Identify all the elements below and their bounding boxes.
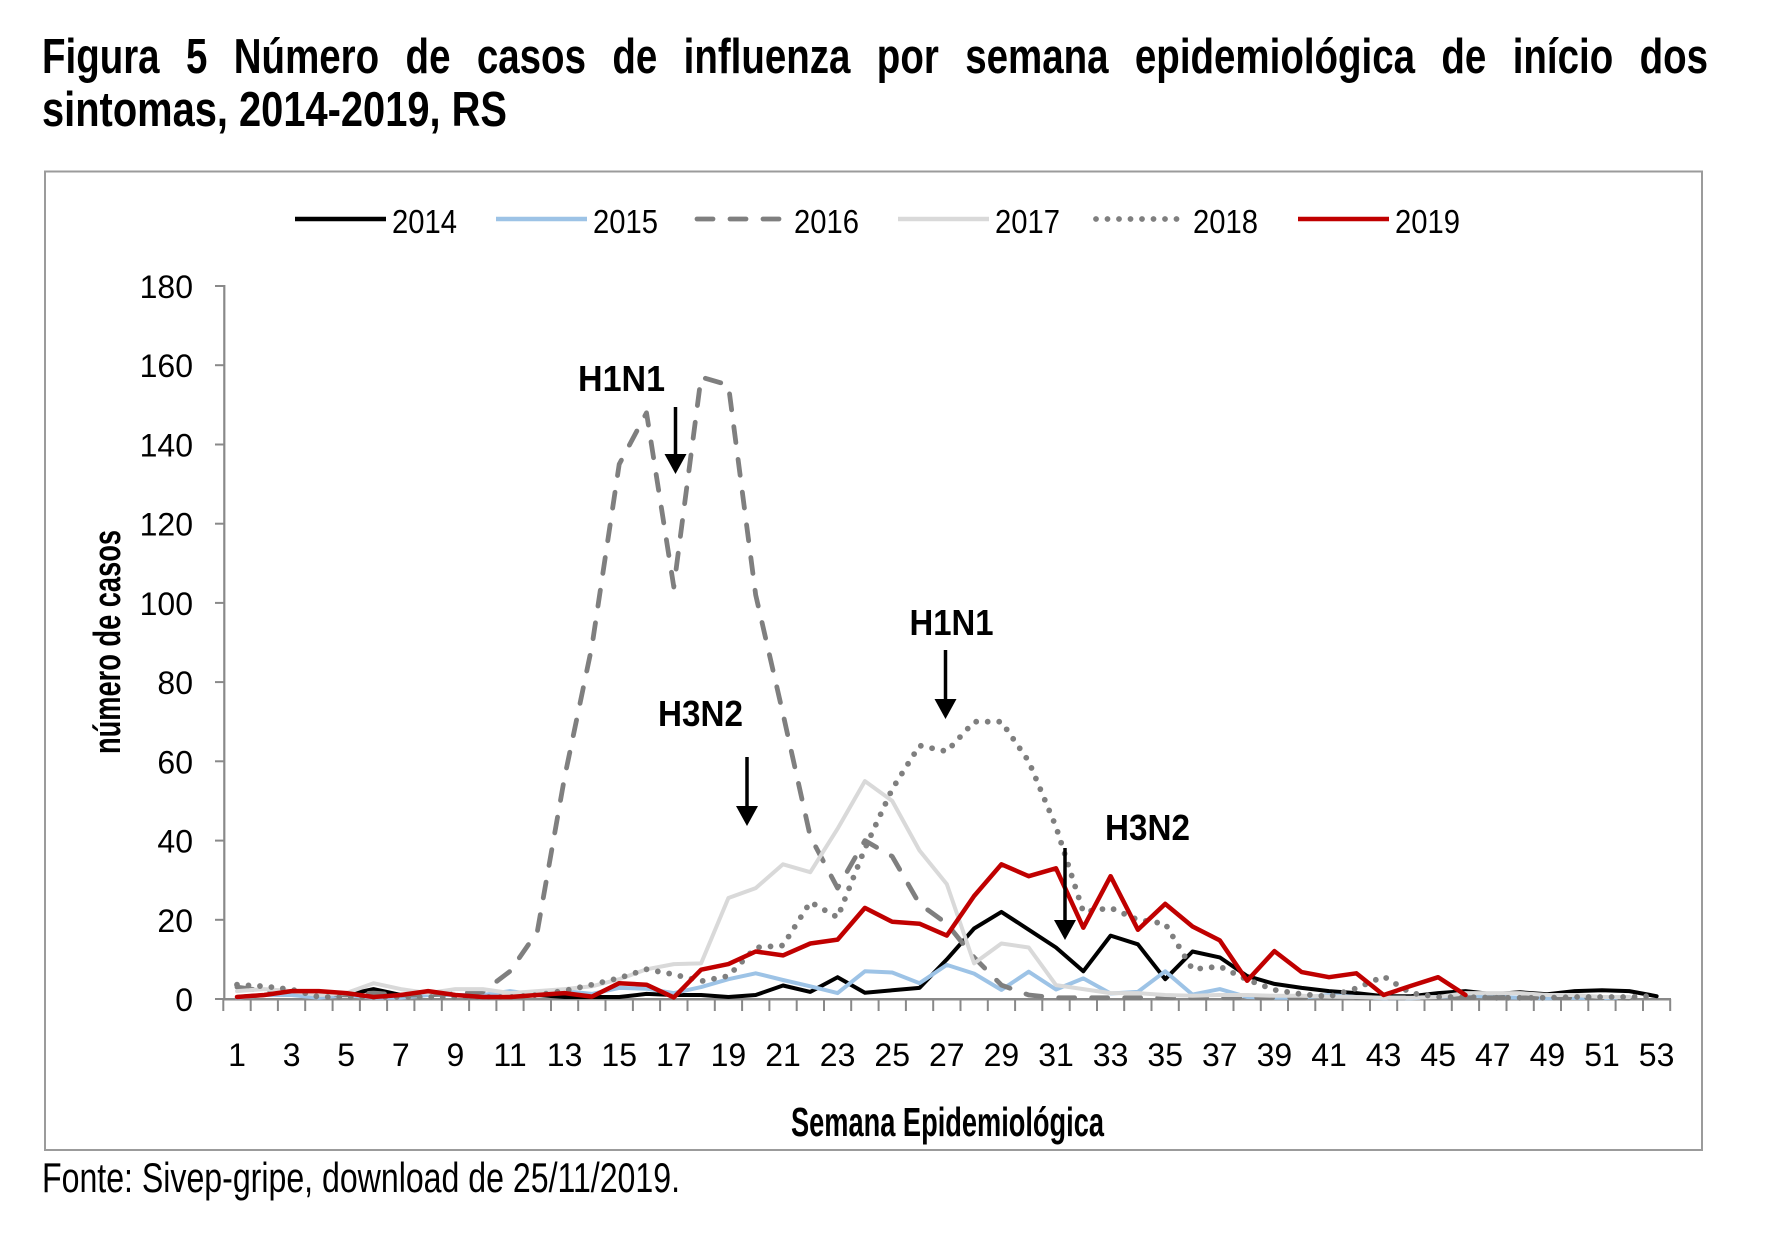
svg-text:2019: 2019 <box>1395 203 1460 240</box>
svg-text:7: 7 <box>392 1037 410 1073</box>
svg-text:43: 43 <box>1366 1037 1402 1073</box>
svg-text:5: 5 <box>337 1037 355 1073</box>
svg-text:11: 11 <box>493 1037 526 1073</box>
svg-text:180: 180 <box>140 269 193 305</box>
svg-text:20: 20 <box>157 903 193 939</box>
svg-text:9: 9 <box>447 1037 465 1073</box>
svg-text:40: 40 <box>157 824 193 860</box>
svg-text:100: 100 <box>140 586 193 622</box>
svg-text:2014: 2014 <box>392 203 457 240</box>
svg-text:39: 39 <box>1257 1037 1293 1073</box>
svg-text:2017: 2017 <box>995 203 1060 240</box>
svg-text:H3N2: H3N2 <box>658 693 743 734</box>
svg-text:0: 0 <box>175 982 193 1018</box>
svg-text:Figura 5 Número de casos de in: Figura 5 Número de casos de influenza po… <box>42 30 1708 84</box>
svg-text:23: 23 <box>820 1037 856 1073</box>
svg-text:H3N2: H3N2 <box>1105 807 1190 848</box>
svg-text:60: 60 <box>157 744 193 780</box>
svg-text:45: 45 <box>1420 1037 1456 1073</box>
svg-text:Fonte: Sivep-gripe, download d: Fonte: Sivep-gripe, download de 25/11/20… <box>42 1155 680 1201</box>
svg-text:21: 21 <box>765 1037 801 1073</box>
svg-text:27: 27 <box>929 1037 965 1073</box>
svg-text:número de casos: número de casos <box>87 530 129 754</box>
svg-text:37: 37 <box>1202 1037 1238 1073</box>
svg-text:120: 120 <box>140 507 193 543</box>
svg-text:H1N1: H1N1 <box>578 358 665 399</box>
svg-text:2018: 2018 <box>1193 203 1258 240</box>
svg-text:140: 140 <box>140 428 193 464</box>
svg-text:31: 31 <box>1038 1037 1074 1073</box>
svg-text:25: 25 <box>874 1037 910 1073</box>
svg-text:13: 13 <box>547 1037 583 1073</box>
svg-text:2016: 2016 <box>794 203 859 240</box>
svg-text:1: 1 <box>228 1037 246 1073</box>
svg-text:80: 80 <box>157 665 193 701</box>
svg-text:19: 19 <box>711 1037 747 1073</box>
svg-text:sintomas, 2014-2019, RS: sintomas, 2014-2019, RS <box>42 83 507 137</box>
svg-text:51: 51 <box>1584 1037 1620 1073</box>
svg-text:3: 3 <box>283 1037 301 1073</box>
svg-text:2015: 2015 <box>593 203 658 240</box>
svg-text:49: 49 <box>1530 1037 1566 1073</box>
svg-text:160: 160 <box>140 348 193 384</box>
svg-text:35: 35 <box>1147 1037 1183 1073</box>
svg-text:33: 33 <box>1093 1037 1129 1073</box>
svg-text:H1N1: H1N1 <box>910 602 994 643</box>
svg-text:Semana Epidemiológica: Semana Epidemiológica <box>791 1099 1105 1145</box>
svg-text:15: 15 <box>601 1037 637 1073</box>
svg-text:29: 29 <box>984 1037 1020 1073</box>
svg-text:47: 47 <box>1475 1037 1511 1073</box>
svg-text:17: 17 <box>656 1037 692 1073</box>
svg-text:53: 53 <box>1639 1037 1675 1073</box>
svg-text:41: 41 <box>1311 1037 1347 1073</box>
